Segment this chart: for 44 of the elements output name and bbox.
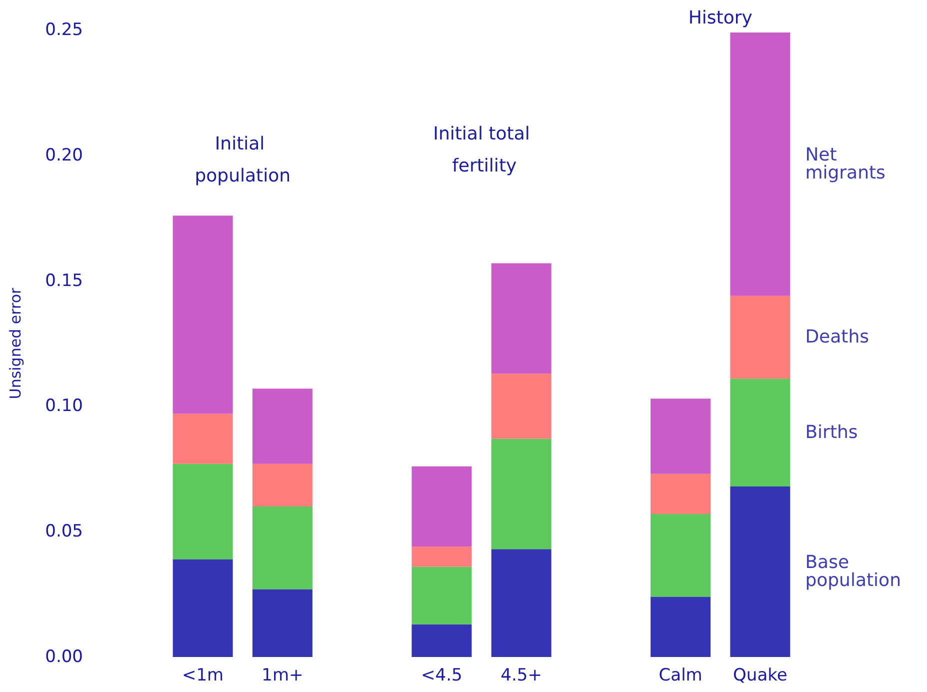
y-tick-label: 0.20 xyxy=(45,145,83,166)
bar xyxy=(650,474,711,514)
bar xyxy=(730,296,790,379)
x-tick-label: <1m xyxy=(182,666,224,686)
bar xyxy=(650,596,711,657)
x-tick-label: 4.5+ xyxy=(500,666,542,686)
bar xyxy=(650,398,711,474)
bar xyxy=(650,514,711,597)
x-tick-label: 1m+ xyxy=(262,666,304,686)
bar xyxy=(252,506,312,590)
bar xyxy=(412,566,472,624)
y-tick-label: 0.25 xyxy=(45,20,83,40)
x-tick-label: Quake xyxy=(733,666,788,686)
bar xyxy=(172,559,233,657)
bar xyxy=(491,549,552,657)
bar xyxy=(172,464,233,560)
bar xyxy=(412,624,472,657)
y-tick-label: 0.05 xyxy=(45,522,83,542)
bar xyxy=(412,546,472,567)
text: History xyxy=(688,8,753,28)
annotation: Initial population xyxy=(194,134,291,186)
bar xyxy=(172,216,233,414)
y-axis-title: Unsigned error xyxy=(6,287,24,400)
bar xyxy=(491,438,552,550)
bar xyxy=(412,466,472,547)
bar xyxy=(491,263,552,374)
bar xyxy=(491,374,552,439)
bar xyxy=(172,414,233,464)
series-label: Net migrants xyxy=(805,144,886,184)
x-tick-label: Calm xyxy=(658,666,702,686)
series-label: Deaths xyxy=(805,326,869,348)
bar xyxy=(252,388,312,464)
annotation: Initial total fertility xyxy=(433,124,530,176)
bar xyxy=(730,32,790,296)
y-tick-label: 0.15 xyxy=(45,270,83,291)
y-tick-label: 0.10 xyxy=(45,396,83,416)
bar xyxy=(730,378,790,486)
x-tick-label: <4.5 xyxy=(421,666,462,686)
y-tick-label: 0.00 xyxy=(45,647,83,667)
series-label: Base population xyxy=(805,552,901,592)
bar xyxy=(252,464,312,507)
bar xyxy=(730,486,790,657)
bar xyxy=(252,589,312,657)
series-label: Births xyxy=(805,422,858,444)
